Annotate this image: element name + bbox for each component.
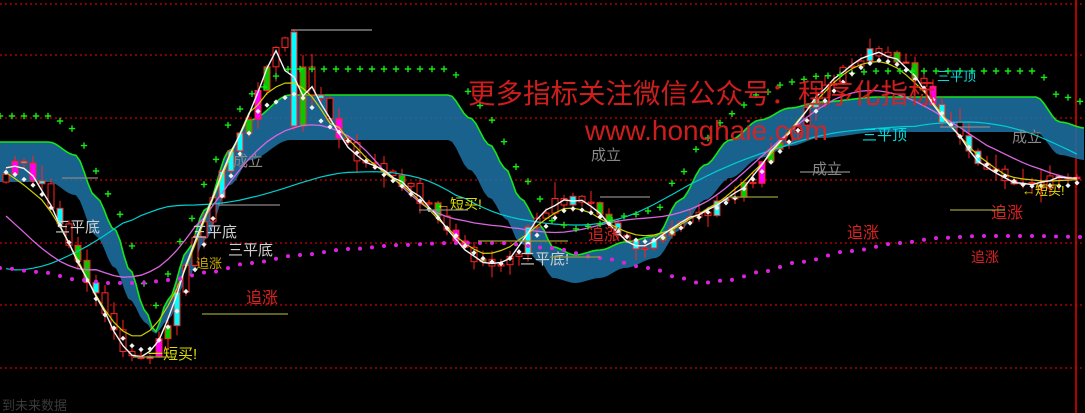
svg-text:追涨: 追涨 (246, 289, 278, 307)
svg-text:三平底!: 三平底! (520, 251, 569, 268)
svg-text:三平底: 三平底 (228, 242, 273, 259)
svg-text:到未来数据: 到未来数据 (2, 398, 67, 413)
svg-text:追涨: 追涨 (847, 224, 879, 242)
svg-text:三平底: 三平底 (192, 224, 237, 241)
svg-text:成立: 成立 (812, 161, 842, 178)
svg-text:www.honghaie.com: www.honghaie.com (584, 115, 828, 146)
svg-text:更多指标关注微信公众号：程序化指标: 更多指标关注微信公众号：程序化指标 (468, 78, 936, 109)
svg-text:追涨: 追涨 (588, 226, 620, 244)
svg-text:追涨: 追涨 (196, 256, 222, 271)
svg-text:三平底: 三平底 (55, 219, 100, 236)
svg-text:一短买!: 一短买! (148, 346, 197, 363)
svg-text:三平顶: 三平顶 (937, 69, 976, 84)
svg-text:成立: 成立 (1012, 129, 1042, 146)
svg-text:←短买!: ←短买! (1022, 183, 1065, 198)
svg-text:追涨: 追涨 (971, 249, 999, 265)
svg-text:三平顶: 三平顶 (862, 127, 907, 144)
svg-text:成立: 成立 (591, 147, 621, 164)
svg-text:成立: 成立 (233, 153, 263, 170)
svg-text:追涨: 追涨 (991, 204, 1023, 222)
